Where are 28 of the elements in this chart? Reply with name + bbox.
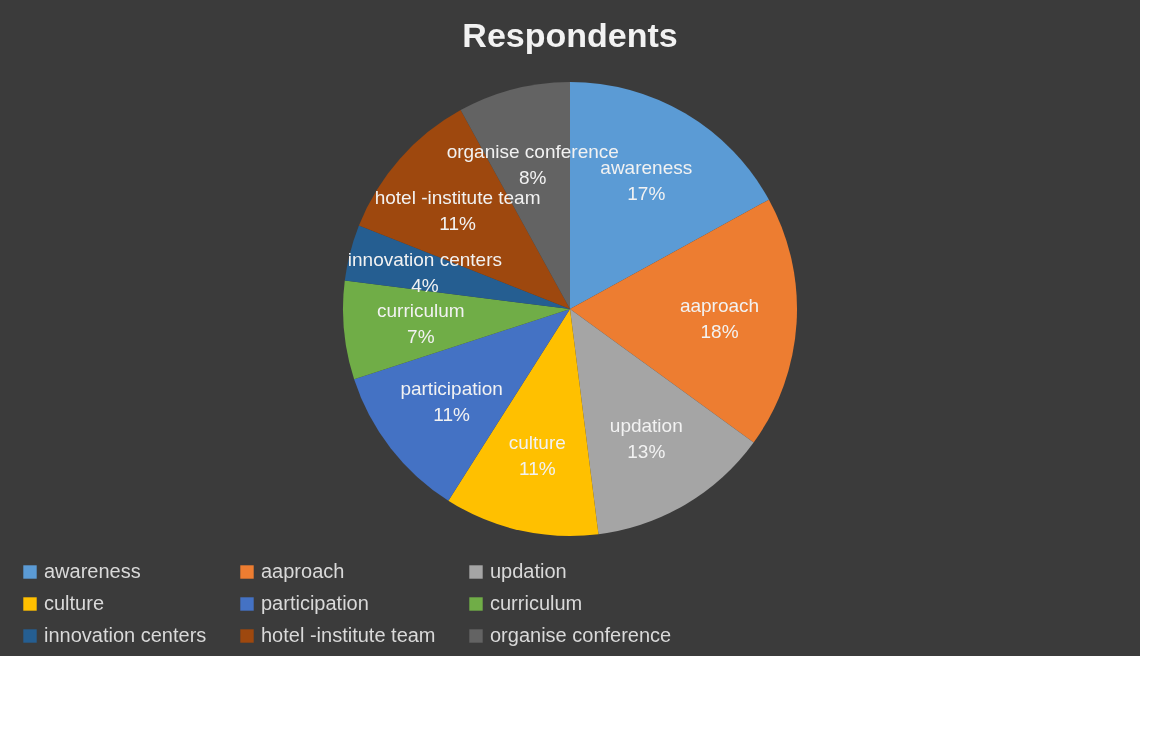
data-label: 4% <box>411 274 439 296</box>
data-label: 11% <box>519 458 556 480</box>
data-label: 7% <box>407 326 435 348</box>
slice-label: innovation centers <box>347 248 502 270</box>
pie-slice <box>343 280 570 380</box>
slice-label: culture <box>508 432 566 454</box>
chart-title: Respondents <box>462 16 678 54</box>
legend-label: aaproach <box>261 560 345 582</box>
pie-slice <box>570 199 797 443</box>
data-label: 11% <box>439 212 477 234</box>
slice-label: awareness <box>600 157 693 179</box>
legend-label: culture <box>44 592 105 614</box>
slice-label: aaproach <box>679 295 760 317</box>
slice-label: curriculum <box>377 300 465 322</box>
data-label: 17% <box>627 183 666 205</box>
slice-label: participation <box>400 377 503 399</box>
slice-label: updation <box>609 414 683 436</box>
data-label: 18% <box>700 321 739 343</box>
legend-label: hotel -institute team <box>261 624 436 646</box>
legend-label: innovation centers <box>44 624 207 646</box>
data-label: 13% <box>627 440 666 462</box>
legend-label: participation <box>261 592 369 614</box>
legend-label: curriculum <box>490 592 583 614</box>
legend-label: organise conference <box>490 624 672 646</box>
legend-label: awareness <box>44 560 141 582</box>
data-label: 8% <box>519 166 547 188</box>
legend-label: updation <box>490 560 567 582</box>
data-label: 11% <box>433 403 471 425</box>
